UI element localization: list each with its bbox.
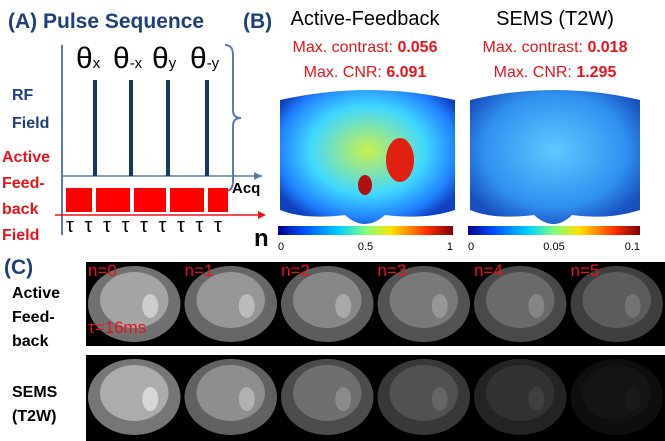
brain-image bbox=[197, 365, 266, 421]
n-value: n=5 bbox=[571, 261, 600, 280]
colorbar-tick-label: 1 bbox=[447, 241, 453, 253]
rf-label: Field bbox=[12, 115, 49, 132]
brain-image bbox=[293, 272, 362, 328]
brain-image bbox=[142, 387, 158, 411]
panel-label: (C) bbox=[4, 256, 33, 279]
brain-image bbox=[335, 294, 351, 318]
pulse-symbol: θ bbox=[76, 42, 93, 75]
feedback-label: back bbox=[2, 201, 39, 218]
row-label: Feed- bbox=[12, 309, 55, 326]
pulse-subscript: x bbox=[93, 55, 101, 72]
brain-image bbox=[239, 387, 255, 411]
brain-image bbox=[390, 272, 459, 328]
tau-label: τ bbox=[85, 215, 93, 237]
colorbar-tick-label: 0 bbox=[278, 241, 284, 253]
tau-note: τ=16ms bbox=[88, 318, 146, 337]
cnr-label: Max. CNR: bbox=[304, 64, 387, 81]
cnr-line: Max. CNR: 6.091 bbox=[304, 64, 427, 81]
panel-title: (A) Pulse Sequence bbox=[8, 10, 204, 33]
row-label: back bbox=[12, 333, 49, 350]
brain-image bbox=[239, 294, 255, 318]
contrast-line: Max. contrast: 0.018 bbox=[483, 39, 628, 56]
cnr-label: Max. CNR: bbox=[494, 64, 577, 81]
n-value: n=4 bbox=[474, 261, 503, 280]
brain-image bbox=[335, 387, 351, 411]
pulse-label: θ-x bbox=[113, 42, 143, 75]
n-value: n=1 bbox=[185, 261, 214, 280]
contrast-value: 0.056 bbox=[397, 39, 437, 56]
brain-image bbox=[432, 387, 448, 411]
n-value: n=0 bbox=[88, 261, 117, 280]
brain-image bbox=[583, 272, 652, 328]
brain-image bbox=[486, 272, 555, 328]
row-label: (T2W) bbox=[12, 408, 56, 425]
brain-image bbox=[528, 387, 544, 411]
feedback-label: Field bbox=[2, 227, 39, 244]
pulse-symbol: θ bbox=[152, 42, 169, 75]
feedback-label: Active bbox=[2, 149, 50, 166]
brain-image bbox=[583, 365, 652, 421]
contrast-line: Max. contrast: 0.056 bbox=[293, 39, 438, 56]
row-label: Active bbox=[12, 285, 60, 302]
n-value: n=3 bbox=[378, 261, 407, 280]
tau-label: τ bbox=[214, 215, 222, 237]
brain-image bbox=[432, 294, 448, 318]
contrast-value: 0.018 bbox=[587, 39, 627, 56]
colorbar-tick-label: 0.05 bbox=[543, 241, 564, 253]
tau-label: τ bbox=[159, 215, 167, 237]
brain-image bbox=[486, 365, 555, 421]
pulse-label: θy bbox=[152, 42, 177, 75]
brain-image bbox=[197, 272, 266, 328]
contrast-label: Max. contrast: bbox=[293, 39, 398, 56]
pulse-symbol: θ bbox=[113, 42, 130, 75]
tau-label: τ bbox=[140, 215, 148, 237]
cnr-value: 1.295 bbox=[576, 64, 616, 81]
pulse-label: θx bbox=[76, 42, 101, 75]
tau-label: τ bbox=[103, 215, 111, 237]
tau-label: τ bbox=[122, 215, 130, 237]
n-value: n=2 bbox=[281, 261, 310, 280]
rf-label: RF bbox=[12, 87, 34, 104]
pulse-subscript: -y bbox=[207, 55, 220, 72]
pulse-label: θ-y bbox=[190, 42, 220, 75]
figure: (A) Pulse Sequenceθxθ-xθyθ-yRFFieldActiv… bbox=[0, 0, 665, 441]
contrast-label: Max. contrast: bbox=[483, 39, 588, 56]
map-title: Active-Feedback bbox=[291, 8, 441, 30]
n-label: n bbox=[254, 225, 269, 252]
pulse-subscript: -x bbox=[130, 55, 143, 72]
cnr-line: Max. CNR: 1.295 bbox=[494, 64, 617, 81]
brain-image bbox=[293, 365, 362, 421]
brain-image bbox=[390, 365, 459, 421]
pulse-symbol: θ bbox=[190, 42, 207, 75]
row-label: SEMS bbox=[12, 384, 58, 401]
brain-image bbox=[625, 294, 641, 318]
colorbar-tick-label: 0 bbox=[468, 241, 474, 253]
panel-label: (B) bbox=[243, 10, 272, 33]
colorbar-tick-label: 0.5 bbox=[358, 241, 373, 253]
brain-image bbox=[100, 365, 169, 421]
acq-label: Acq bbox=[232, 180, 260, 197]
cnr-value: 6.091 bbox=[386, 64, 426, 81]
pulse-subscript: y bbox=[169, 55, 177, 72]
brain-image bbox=[528, 294, 544, 318]
colorbar-tick-label: 0.1 bbox=[625, 241, 640, 253]
tau-label: τ bbox=[66, 215, 74, 237]
brain-image bbox=[142, 294, 158, 318]
map-title: SEMS (T2W) bbox=[496, 8, 614, 30]
tau-label: τ bbox=[196, 215, 204, 237]
brain-image bbox=[625, 387, 641, 411]
feedback-label: Feed- bbox=[2, 175, 45, 192]
tau-label: τ bbox=[177, 215, 185, 237]
